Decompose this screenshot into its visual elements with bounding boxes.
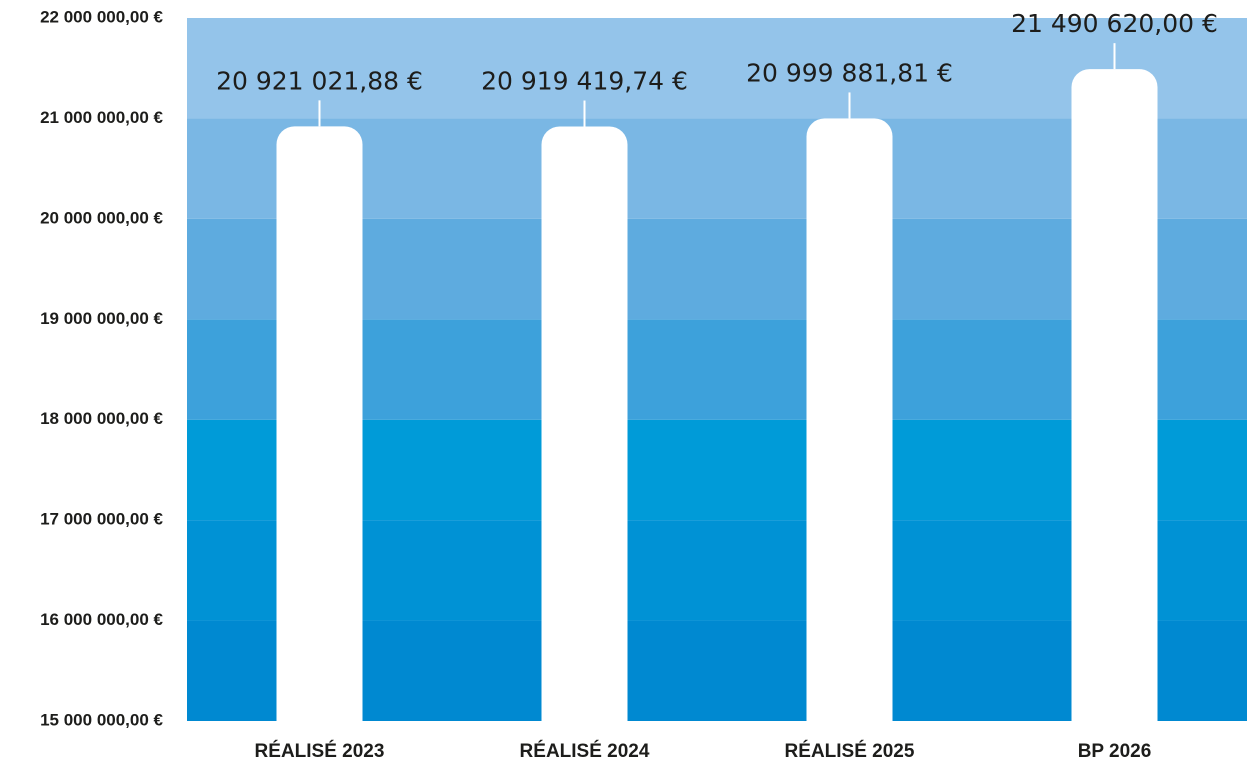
x-tick-label: BP 2026 [1078, 741, 1152, 762]
value-label: 20 921 021,88 € [216, 66, 423, 95]
bar [1071, 69, 1158, 721]
x-tick-label: RÉALISÉ 2024 [520, 740, 650, 762]
value-label: 21 490 620,00 € [1011, 9, 1218, 38]
y-tick-label: 16 000 000,00 € [40, 610, 163, 629]
background-band [187, 218, 1247, 320]
y-tick-label: 17 000 000,00 € [40, 510, 163, 529]
background-band [187, 620, 1247, 721]
bar [541, 126, 628, 722]
y-tick-label: 20 000 000,00 € [40, 208, 163, 227]
x-tick-label: RÉALISÉ 2025 [785, 740, 915, 762]
background-band [187, 18, 1247, 119]
value-label: 20 999 881,81 € [746, 58, 953, 87]
background-band [187, 319, 1247, 420]
x-tick-label: RÉALISÉ 2023 [255, 740, 385, 762]
y-tick-label: 18 000 000,00 € [40, 409, 163, 428]
background-band [187, 520, 1247, 621]
background-band [187, 419, 1247, 521]
y-tick-label: 22 000 000,00 € [40, 7, 163, 26]
y-tick-label: 15 000 000,00 € [40, 710, 163, 729]
background-band [187, 118, 1247, 219]
bar [806, 118, 893, 722]
y-tick-label: 21 000 000,00 € [40, 108, 163, 127]
value-label: 20 919 419,74 € [481, 67, 688, 96]
bar [276, 126, 363, 721]
y-tick-label: 19 000 000,00 € [40, 309, 163, 328]
